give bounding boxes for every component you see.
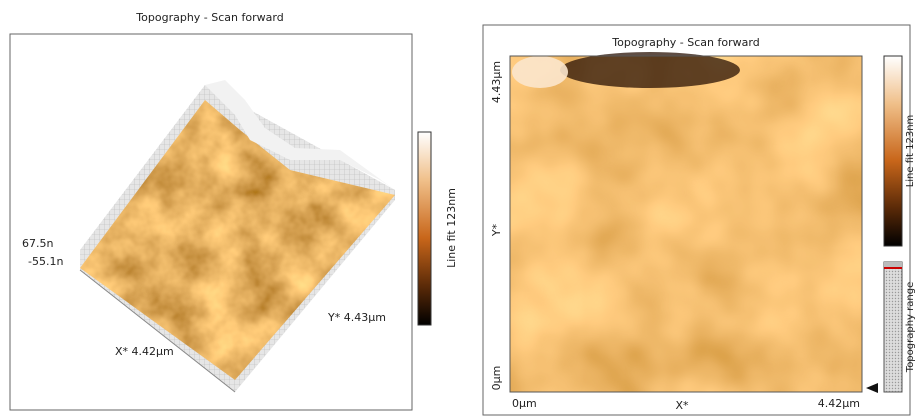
z-max-label: 67.5n (22, 237, 53, 250)
colorbar-label: Line fit 123nm (905, 115, 916, 188)
y-axis-label: Y* (490, 223, 503, 237)
panel-title: Topography - Scan forward (135, 11, 283, 24)
range-label: Topography range (905, 282, 916, 373)
y-top-label: 4.43µm (490, 61, 503, 103)
x-left-label: 0µm (512, 397, 537, 410)
colorbar (418, 132, 431, 325)
colorbar-label: Line fit 123nm (445, 188, 458, 268)
y-bottom-label: 0µm (490, 366, 503, 391)
z-min-label: -55.1n (28, 255, 63, 268)
bright-region (512, 56, 568, 88)
x-right-label: 4.42µm (818, 397, 860, 410)
colorbar (884, 56, 902, 246)
screenshot: Topography - Scan forward 67.5n -55.1n X… (0, 0, 917, 419)
x-axis-label: X* 4.42µm (115, 345, 174, 358)
left-panel: Topography - Scan forward 67.5n -55.1n X… (10, 11, 458, 410)
y-axis-label: Y* 4.43µm (327, 311, 386, 324)
range-bar (884, 262, 902, 392)
afm-image (510, 56, 862, 392)
dark-region (560, 52, 740, 88)
right-panel: Topography - Scan forward 4.43µm Y* 0µm … (483, 25, 916, 415)
x-axis-label: X* (675, 399, 689, 412)
panel-title: Topography - Scan forward (611, 36, 759, 49)
